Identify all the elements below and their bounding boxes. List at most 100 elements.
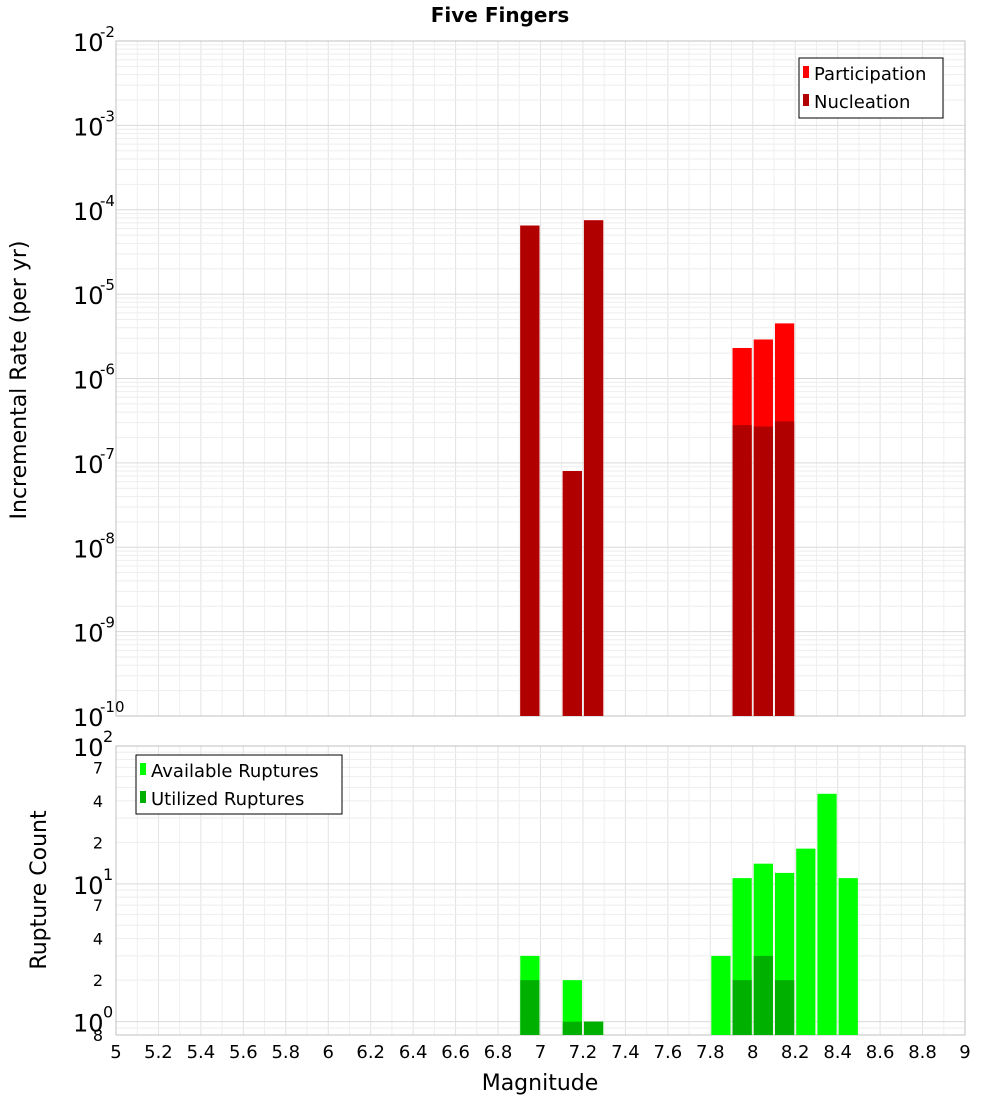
y-axis-label-bottom: Rupture Count [27,810,52,970]
x-tick-label: 7.4 [611,1042,640,1063]
y-minor-tick-label: 7 [93,758,103,777]
y-tick-base: 10 [73,620,104,648]
y-tick-base: 10 [73,367,104,395]
y-tick-base: 10 [73,1010,104,1038]
rate-bar [520,225,540,716]
x-tick-label: 8.2 [781,1042,810,1063]
y-tick-label: 10-8 [73,529,115,563]
y-tick-label: 10 0 [73,1003,113,1038]
y-tick-label: 10-4 [73,192,115,226]
y-tick-base: 10 [73,704,104,732]
y-tick-exponent: -10 [100,698,125,716]
x-tick-label: 5.4 [187,1042,216,1063]
y-tick-label: 10-10 [73,698,125,732]
y-tick-label: 10 2 [73,727,113,762]
legend-swatch [140,791,146,803]
legend-label: Nucleation [814,92,910,113]
y-tick-exponent: -6 [100,361,115,379]
x-tick-label: 5 [110,1042,121,1063]
rate-bar [774,421,795,716]
x-tick-label: 5.2 [144,1042,173,1063]
y-tick-base: 10 [73,451,104,479]
count-bar [583,1021,604,1035]
y-tick-base: 10 [73,282,104,310]
count-bar [711,955,731,1035]
rate-bar [583,220,604,717]
x-tick-label: 6.4 [399,1042,428,1063]
y-tick-label: 10-3 [73,107,115,141]
x-tick-label: 8.8 [908,1042,937,1063]
y-tick-exponent: -8 [100,529,115,547]
y-tick-label: 10-6 [73,361,115,395]
count-bar [520,980,540,1035]
y-minor-tick-label: 8 [93,1026,103,1045]
x-tick-label: 6.2 [356,1042,385,1063]
y-tick-label: 10-7 [73,445,115,479]
y-tick-base: 10 [73,113,104,141]
y-axis-label-top: Incremental Rate (per yr) [7,241,32,520]
x-tick-label: 6.8 [484,1042,513,1063]
y-tick-exponent: -3 [100,107,115,125]
x-tick-label: 5.6 [229,1042,258,1063]
legend-swatch [140,763,146,775]
count-bar [562,1021,582,1035]
legend-box [798,57,944,119]
legend-swatch-nucleation [803,94,809,106]
x-tick-label: 9 [959,1042,970,1063]
count-bar [562,980,582,1035]
y-tick-exponent: 0 [103,1003,113,1022]
x-tick-label: 6 [323,1042,334,1063]
x-tick-label: 7 [535,1042,546,1063]
legend-label: Utilized Ruptures [151,789,304,810]
y-tick-exponent: -7 [100,445,115,463]
y-tick-base: 10 [73,535,104,563]
top-panel-border [115,40,966,717]
y-tick-base: 10 [73,198,104,226]
y-tick-exponent: -5 [100,276,115,294]
count-bar [753,955,773,1035]
count-bar [838,878,858,1035]
y-minor-tick-label: 4 [93,792,103,811]
legend-box [135,754,343,815]
x-tick-label: 8.6 [866,1042,895,1063]
count-bar [817,793,837,1035]
y-tick-exponent: -9 [100,614,115,632]
x-tick-label: 8 [747,1042,758,1063]
legend-bottom: Available Ruptures Utilized Ruptures [135,754,343,815]
legend-label: Participation [814,64,926,85]
count-bar [732,980,752,1035]
y-tick-exponent: -2 [100,23,115,41]
y-tick-label: 10-5 [73,276,115,310]
rate-bar [732,425,752,716]
y-tick-base: 10 [73,29,104,57]
legend-label: Available Ruptures [151,761,319,782]
legend-swatch-participation [803,66,809,78]
x-tick-label: 7.8 [696,1042,725,1063]
x-tick-label: 7.6 [654,1042,683,1063]
y-tick-label: 10-2 [73,23,115,57]
y-tick-label: 10 1 [73,865,113,900]
x-tick-label: 5.8 [271,1042,300,1063]
x-tick-label: 7.2 [569,1042,598,1063]
y-minor-tick-label: 2 [93,833,103,852]
legend-top: Participation Nucleation [798,57,944,119]
rate-bar [753,426,773,716]
y-tick-base: 10 [73,872,104,900]
y-minor-tick-label: 2 [93,971,103,990]
y-tick-exponent: 2 [103,727,113,746]
x-tick-label: 6.6 [441,1042,470,1063]
rate-bar [562,471,582,716]
bottom-panel-border [115,745,966,1036]
y-minor-tick-label: 4 [93,930,103,949]
x-axis-label: Magnitude [482,1071,599,1096]
count-bar [796,848,816,1035]
y-tick-label: 10-9 [73,614,115,648]
count-bar [774,980,795,1035]
x-tick-label: 8.4 [823,1042,852,1063]
y-tick-exponent: 1 [103,865,113,884]
chart-title: Five Fingers [431,3,570,27]
y-tick-base: 10 [73,734,104,762]
y-minor-tick-label: 7 [93,896,103,915]
